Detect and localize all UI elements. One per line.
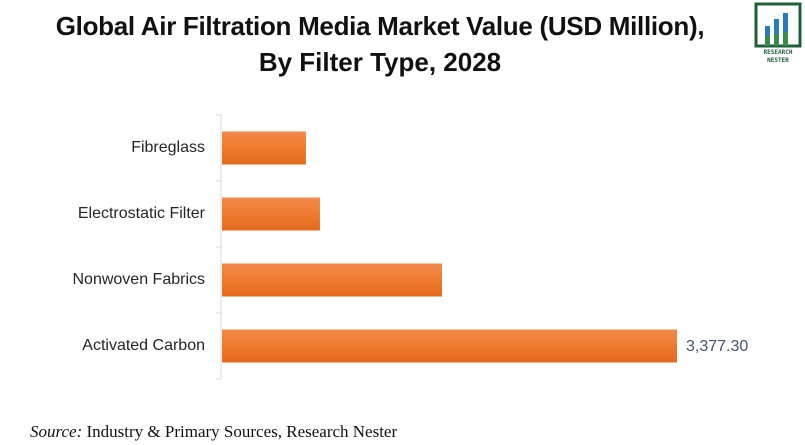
bar-fibreglass	[222, 131, 306, 165]
logo-bar-1-base	[765, 36, 770, 46]
logo-bar-2	[774, 19, 779, 46]
category-label: Nonwoven Fabrics	[73, 271, 206, 288]
source-note: Source: Industry & Primary Sources, Rese…	[30, 422, 397, 442]
category-label: Electrostatic Filter	[78, 205, 206, 222]
category-label: Activated Carbon	[82, 337, 205, 354]
source-text: Industry & Primary Sources, Research Nes…	[82, 422, 398, 441]
logo-bar-3-base	[783, 32, 788, 46]
source-prefix: Source:	[30, 422, 83, 441]
category-label: Fibreglass	[131, 139, 205, 156]
logo-bar-3	[783, 13, 788, 46]
research-nester-logo: RESEARCH NESTER	[754, 2, 802, 64]
logo-text-line1: RESEARCH	[764, 49, 793, 56]
bar-chart: Fibreglass Electrostatic Filter Nonwoven F…	[73, 114, 748, 380]
bar-nonwoven-fabrics	[222, 263, 443, 297]
chart-title-line1: Global Air Filtration Media Market Value…	[55, 11, 705, 41]
logo-bar-2-base	[774, 34, 779, 46]
data-label: 3,377.30	[686, 338, 748, 355]
chart-title-line2: By Filter Type, 2028	[258, 47, 502, 77]
logo-text-line2: NESTER	[767, 57, 789, 64]
bar-activated-carbon	[222, 329, 677, 363]
bar-electrostatic-filter	[222, 197, 320, 231]
